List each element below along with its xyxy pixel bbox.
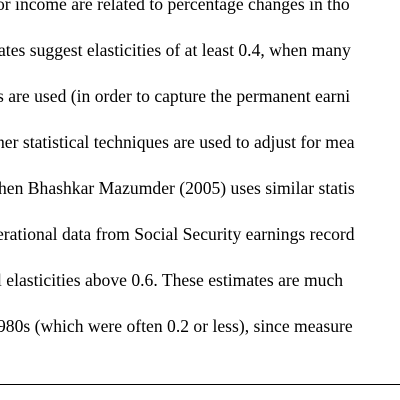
text-line-1: or income are related to percentage chan… (0, 0, 350, 14)
text-line-2: ates suggest elasticities of at least 0.… (0, 40, 351, 60)
text-line-3: s are used (in order to capture the perm… (0, 86, 351, 106)
footnote-divider (0, 384, 400, 385)
text-line-6: erational data from Social Security earn… (0, 224, 355, 244)
text-line-4: her statistical techniques are used to a… (0, 132, 355, 152)
text-line-7: l elasticities above 0.6. These estimate… (0, 270, 344, 290)
text-line-8: 980s (which were often 0.2 or less), sin… (0, 316, 353, 336)
text-line-5: hen Bhashkar Mazumder (2005) uses simila… (0, 178, 355, 198)
